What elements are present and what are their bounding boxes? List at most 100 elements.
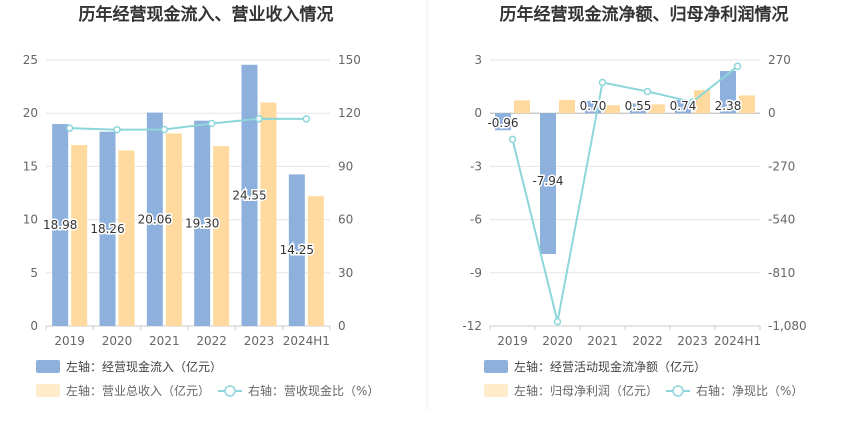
chart-1: 历年经营现金流入、营业收入情况 0 5 10 15 20 25 0 30 60 90 120 150 20… (23, 4, 380, 398)
bar (165, 133, 182, 326)
line-point (207, 119, 216, 128)
legend-label: 左轴：经营现金流入（亿元） (66, 359, 222, 374)
y-right-tick-label: -540 (768, 213, 795, 227)
y-right-tick-label: -1,080 (768, 319, 807, 333)
y-right-tick-label: 30 (338, 266, 353, 280)
line-point (643, 87, 652, 96)
x-tick-label: 2023 (677, 334, 708, 348)
x-tick-label: 2021 (149, 334, 180, 348)
y-right-tick-label: 0 (768, 106, 776, 120)
data-label: 24.55 (232, 188, 266, 202)
y-left-tick-label: -6 (470, 213, 482, 227)
bar (675, 100, 691, 114)
data-label: -0.96 (487, 116, 518, 130)
data-label: 18.98 (43, 218, 77, 232)
y-left-tick-label: 20 (23, 106, 38, 120)
legend-label: 左轴：经营活动现金流净额（亿元） (514, 359, 706, 374)
y-left-tick-label: -12 (462, 319, 482, 333)
x-tick-label: 2021 (587, 334, 618, 348)
legend-label: 右轴：净现比（%） (696, 383, 803, 398)
x-tick-label: 2019 (54, 334, 85, 348)
line-point (160, 125, 169, 134)
data-label: 0.55 (625, 99, 652, 113)
y-left-tick-label: -9 (470, 266, 482, 280)
y-right-tick-label: 270 (768, 53, 791, 67)
y-left-tick-label: 0 (474, 106, 482, 120)
x-tick-label: 2024H1 (283, 334, 330, 348)
legend-label: 左轴：营业总收入（亿元） (66, 383, 210, 398)
y-left-tick-label: 15 (23, 159, 38, 173)
bar (604, 105, 620, 114)
legend-line-marker (224, 385, 236, 397)
x-tick-label: 2022 (632, 334, 663, 348)
y-left-tick-label: 0 (30, 319, 38, 333)
y-left-tick-label: -3 (470, 159, 482, 173)
legend-label: 右轴：营收现金比（%） (248, 383, 379, 398)
bar (649, 104, 665, 114)
bar (99, 131, 116, 326)
legend-swatch (36, 384, 60, 397)
line-point (113, 125, 121, 134)
bar (739, 95, 755, 114)
y-left-tick-label: 3 (474, 53, 482, 67)
legend-label: 左轴：归母净利润（亿元） (514, 383, 658, 398)
bar (194, 120, 211, 326)
y-right-tick-label: 0 (338, 319, 346, 333)
y-left-tick-label: 5 (30, 266, 38, 280)
x-tick-label: 2019 (497, 334, 528, 348)
y-right-tick-label: 90 (338, 159, 353, 173)
legend-line-marker (672, 385, 684, 397)
data-label: 0.74 (670, 99, 697, 113)
bar (288, 174, 305, 326)
y-right-tick-label: 120 (338, 106, 361, 120)
y-right-tick-label: -810 (768, 266, 795, 280)
bar (495, 113, 511, 131)
x-tick-label: 2022 (196, 334, 227, 348)
data-label: -7.94 (532, 174, 563, 188)
chart-title: 历年经营现金流净额、归母净利润情况 (500, 4, 789, 25)
x-tick-label: 2023 (244, 334, 275, 348)
data-label: 19.30 (185, 216, 219, 230)
line-point (508, 135, 517, 144)
bar (694, 90, 710, 114)
y-right-tick-label: 150 (338, 53, 361, 67)
line-point (553, 317, 562, 326)
chart-2: 历年经营现金流净额、归母净利润情况 -12 -9 -6 -3 0 3 -1,080 -810 -5… (462, 4, 806, 398)
bar (720, 70, 736, 114)
series-line (69, 117, 307, 131)
chart-title: 历年经营现金流入、营业收入情况 (79, 4, 334, 25)
x-tick-label: 2020 (102, 334, 133, 348)
legend-swatch (484, 384, 508, 397)
bar (540, 113, 556, 255)
legend-swatch (484, 360, 508, 373)
bar (514, 100, 530, 114)
data-label: 2.38 (715, 99, 742, 113)
y-right-tick-label: 60 (338, 213, 353, 227)
bars (52, 64, 324, 327)
bar (307, 196, 324, 326)
y-left-tick-label: 10 (23, 213, 38, 227)
bar (71, 145, 88, 326)
line-point (733, 62, 742, 71)
data-label: 0.70 (580, 99, 607, 113)
legend: 左轴：经营活动现金流净额（亿元） 左轴：归母净利润（亿元） 右轴：净现比（%） (484, 359, 803, 398)
line-point (302, 115, 311, 123)
series-line (511, 65, 739, 322)
bar (559, 99, 575, 114)
y-left-tick-label: 25 (23, 53, 38, 67)
bar (52, 124, 69, 327)
line-point (688, 98, 697, 106)
bar (241, 64, 258, 327)
bar (118, 150, 135, 326)
data-label: 14.25 (280, 243, 314, 257)
line-point (65, 124, 74, 132)
line-point (598, 78, 607, 87)
y-right-tick-label: -270 (768, 159, 795, 173)
line-point (255, 114, 263, 123)
bar (213, 146, 230, 326)
x-tick-label: 2024H1 (714, 334, 761, 348)
bar (630, 103, 646, 114)
data-label: 20.06 (138, 212, 172, 226)
